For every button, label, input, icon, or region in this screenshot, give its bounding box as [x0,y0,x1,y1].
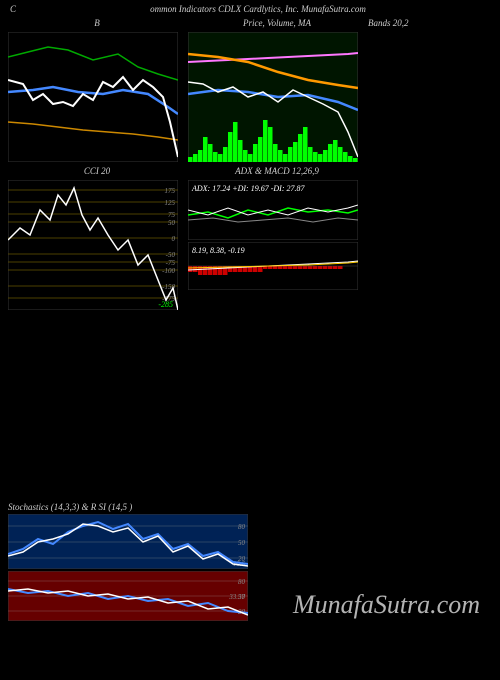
svg-text:-50: -50 [166,251,176,259]
svg-text:50: 50 [238,539,246,547]
cci-chart: 17512575500-50-75-100-150-175-285 [8,180,178,310]
svg-text:-285: -285 [158,300,173,309]
svg-text:-100: -100 [162,267,175,275]
stoch-chart: 80502010.6 [8,514,248,569]
svg-text:33.37: 33.37 [228,593,245,601]
bands-label-cell: Bands 20,2 [368,18,492,162]
price-chart [188,32,358,162]
cci-title: CCI 20 [8,166,186,178]
header-left: C [10,4,16,14]
watermark: MunafaSutra.com [293,590,480,620]
header-main: ommon Indicators CDLX Cardlytics, Inc. M… [150,4,366,14]
page-header: C ommon Indicators CDLX Cardlytics, Inc.… [0,0,500,18]
svg-text:50: 50 [168,219,176,227]
svg-text:75: 75 [168,211,176,219]
svg-text:0: 0 [172,235,176,243]
price-panel: Price, Volume, MA [188,18,366,162]
svg-text:8.19, 8.38, -0.19: 8.19, 8.38, -0.19 [192,246,245,255]
bands-title: Bands 20,2 [368,18,492,30]
svg-text:80: 80 [238,523,246,531]
adx-title: ADX & MACD 12,26,9 [188,166,366,178]
rsi-chart: 80502033.37 [8,571,248,621]
cci-panel: CCI 20 17512575500-50-75-100-150-175-285 [8,166,186,310]
macd-chart: 8.19, 8.38, -0.19 [188,242,358,290]
svg-text:ADX: 17.24 +DI: 19.67 -DI: 2: ADX: 17.24 +DI: 19.67 -DI: 27.87 [191,184,305,193]
bollinger-title: B [8,18,186,30]
svg-text:175: 175 [165,187,176,195]
svg-text:80: 80 [238,578,246,586]
price-title: Price, Volume, MA [188,18,366,30]
adx-macd-panel: ADX & MACD 12,26,9 ADX: 17.24 +DI: 19.67… [188,166,366,310]
svg-text:125: 125 [165,199,176,207]
bollinger-chart [8,32,178,162]
adx-chart: ADX: 17.24 +DI: 19.67 -DI: 27.87 [188,180,358,240]
svg-text:-75: -75 [166,259,176,267]
stoch-title: Stochastics (14,3,3) & R SI (14,5 ) [8,500,492,514]
bollinger-panel: B [8,18,186,162]
